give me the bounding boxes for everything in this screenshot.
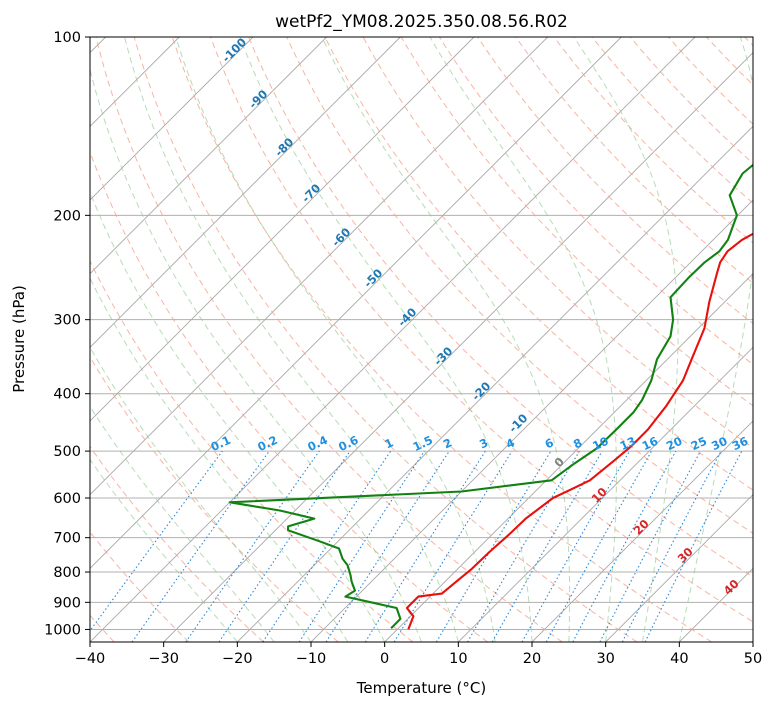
mixing-ratio-label: 8 [571, 435, 584, 451]
mixing-ratio-line [326, 451, 449, 642]
x-tick-label: −30 [148, 651, 179, 667]
x-tick-label: 10 [449, 651, 467, 667]
dry-adiabat-label: -90 [246, 87, 271, 112]
y-axis: 1000 900 800 700 600 500 400 300 200 100 [44, 30, 90, 638]
mixing-ratio-label: 36 [730, 434, 750, 453]
y-tick-label: 100 [53, 30, 81, 46]
isotherm-line [16, 37, 621, 642]
chart-title: wetPf2_YM08.2025.350.08.56.R02 [275, 12, 568, 32]
dry-adiabat-line [58, 37, 488, 642]
isotherm-line [311, 37, 775, 642]
mixing-ratio-label: 2 [441, 435, 454, 451]
isotherm-line [679, 37, 775, 642]
y-tick-label: 800 [53, 565, 81, 581]
dry-adiabat-line [0, 37, 264, 642]
dry-adiabat-label: -80 [272, 135, 297, 160]
mixing-ratio-line [573, 451, 676, 642]
isotherm-line [237, 37, 775, 642]
mixing-ratio-line [263, 451, 391, 642]
moist-adiabat-label: 40 [721, 577, 742, 598]
mixing-ratio-line [365, 451, 485, 642]
x-tick-label: 20 [523, 651, 541, 667]
moist-adiabat-line [0, 37, 237, 642]
mixing-ratio-line [82, 451, 223, 642]
dry-adiabat-line [0, 37, 189, 642]
moist-adiabat-line [17, 37, 348, 642]
x-tick-label: 0 [380, 651, 389, 667]
x-tick-label: 30 [596, 651, 614, 667]
dry-adiabat-label: -10 [506, 411, 531, 436]
x-tick-label: 50 [744, 651, 762, 667]
isotherm-line [385, 37, 775, 642]
dry-adiabat-label: -70 [299, 181, 324, 206]
x-tick-label: −40 [75, 651, 106, 667]
moist-adiabat-line [574, 37, 678, 642]
mixing-ratio-label: 16 [640, 434, 660, 453]
y-tick-label: 1000 [44, 622, 81, 638]
mixing-ratio-label: 6 [543, 435, 556, 451]
moist-adiabat-line [0, 37, 311, 642]
moist-adiabat-line [0, 37, 274, 642]
moist-adiabat-label: 20 [631, 517, 652, 538]
moist-adiabat-line [125, 37, 459, 642]
dry-adiabat-label: -60 [329, 225, 354, 250]
dry-adiabat-line [20, 37, 413, 642]
temperature-trace [407, 37, 775, 629]
moist-adiabat-line [240, 37, 532, 642]
mixing-ratio-label: 25 [689, 434, 709, 453]
dry-adiabat-label: -20 [469, 379, 494, 404]
moist-adiabat-label: 30 [675, 545, 696, 566]
isotherm-line [90, 37, 695, 642]
dry-adiabat-label: -40 [395, 305, 420, 330]
dry-adiabat-label: -100 [219, 35, 249, 65]
y-tick-label: 900 [53, 595, 81, 611]
mixing-ratio-label: 20 [664, 434, 684, 453]
mixing-ratio-line [299, 451, 424, 642]
y-tick-label: 300 [53, 313, 81, 329]
moist-adiabat-line [176, 37, 495, 642]
mixing-ratio-line [436, 451, 551, 642]
isotherm-line [753, 37, 775, 642]
dry-adiabat-label: -50 [361, 266, 386, 291]
mixing-ratio-line [219, 451, 350, 642]
y-tick-label: 500 [53, 444, 81, 460]
dry-adiabat-line [745, 37, 775, 642]
isotherm-line [0, 37, 253, 642]
isotherm-line [458, 37, 775, 642]
moist-adiabat-label: 0 [551, 454, 567, 470]
dry-adiabat-line [554, 37, 775, 642]
background-lines [0, 37, 775, 642]
mixing-ratio-line [522, 451, 629, 642]
moist-adiabat-label: 10 [589, 485, 610, 506]
x-tick-label: −10 [296, 651, 327, 667]
x-tick-label: 40 [670, 651, 688, 667]
isotherm-line [0, 37, 327, 642]
y-tick-label: 600 [53, 491, 81, 507]
y-tick-label: 400 [53, 387, 81, 403]
dry-adiabat-line [0, 37, 338, 642]
isotherm-line [0, 37, 474, 642]
x-axis-title: Temperature (°C) [356, 679, 486, 697]
mixing-ratio-label: 30 [709, 434, 729, 453]
moist-adiabat-line [322, 37, 570, 642]
y-tick-label: 200 [53, 208, 81, 224]
mixing-ratio-line [468, 451, 580, 642]
x-tick-label: −20 [222, 651, 253, 667]
dry-adiabat-line [707, 37, 775, 642]
y-tick-label: 700 [53, 531, 81, 547]
dry-adiabat-line [516, 37, 775, 642]
dry-adiabat-label: -30 [431, 344, 456, 369]
y-axis-title: Pressure (hPa) [10, 285, 28, 393]
isotherm-line [0, 37, 548, 642]
mixing-ratio-label: 13 [618, 434, 638, 453]
x-axis: −40 −30 −20 −10 0 10 20 30 40 50 [75, 642, 763, 667]
plot-frame [90, 37, 753, 642]
